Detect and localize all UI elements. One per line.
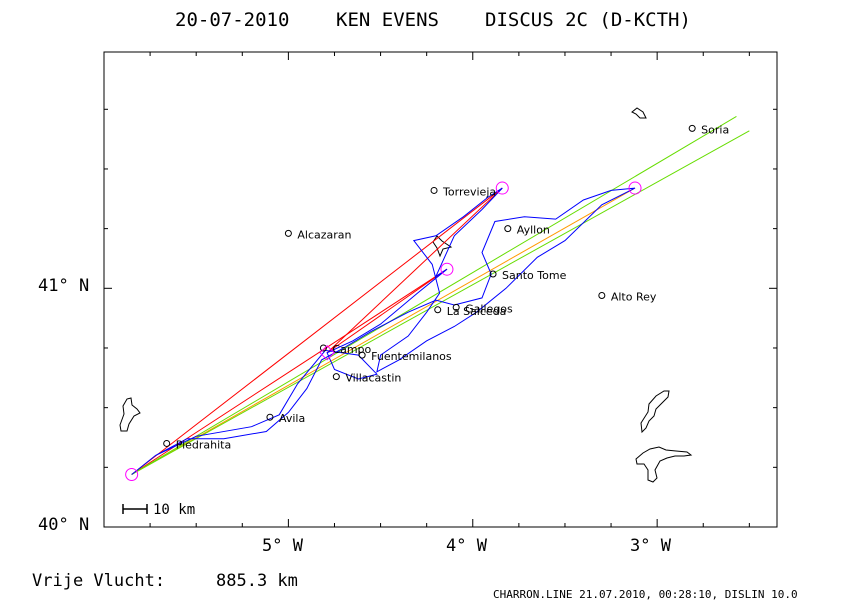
x-tick-label-5w: 5° W	[262, 536, 304, 556]
task-line-green	[131, 130, 750, 475]
town-label: Alcazaran	[297, 228, 351, 241]
x-tick-label-3w: 3° W	[630, 536, 672, 556]
turnpoint-marker	[319, 344, 335, 361]
town-marker	[598, 291, 606, 299]
turnpoint-layer	[125, 181, 642, 481]
task-line-orange	[131, 187, 636, 475]
scale-bar-label: 10 km	[153, 502, 195, 518]
task-line-red	[326, 187, 503, 354]
town-layer: Soria Torrevieja Ayllon Alcazaran Santo Tome…	[163, 123, 729, 451]
task-lines	[131, 116, 750, 475]
town-marker	[452, 303, 460, 311]
task-line-red	[131, 187, 503, 475]
town-label: Torrevieja	[442, 185, 496, 198]
title-glider: DISCUS 2C (D-KCTH)	[485, 9, 691, 31]
axis-ticks	[104, 52, 777, 527]
distance-value: 885.3 km	[216, 571, 298, 591]
flight-track	[131, 187, 636, 475]
footer-credit: CHARRON.LINE 21.07.2010, 00:28:10, DISLI…	[493, 588, 798, 601]
town-marker	[266, 413, 274, 421]
town-label: Ayllon	[517, 224, 550, 237]
town-marker	[489, 270, 497, 278]
x-tick-label-4w: 4° W	[446, 536, 488, 556]
turnpoint-marker	[495, 181, 509, 195]
task-line-red	[326, 268, 448, 354]
town-label: Avila	[279, 412, 305, 425]
town-marker	[504, 225, 512, 233]
town-marker	[430, 186, 438, 194]
town-label: La Salceda	[447, 305, 507, 318]
town-label: Santo Tome	[502, 269, 567, 282]
town-label: Alto Rey	[611, 290, 657, 303]
title-pilot: KEN EVENS	[336, 9, 439, 31]
flight-track-layer	[131, 187, 636, 475]
task-line-green	[131, 116, 737, 475]
town-label: Campo	[332, 343, 371, 356]
plot-frame	[103, 51, 778, 528]
town-marker	[284, 229, 292, 237]
town-marker	[688, 124, 696, 132]
town-marker	[163, 439, 171, 447]
turnpoint-marker	[125, 467, 139, 481]
town-marker	[319, 344, 327, 352]
distance-label: Vrije Vlucht:	[32, 571, 165, 591]
title-date: 20-07-2010	[175, 9, 289, 31]
turnpoint-marker	[440, 262, 454, 276]
scale-bar: 10 km	[122, 502, 195, 518]
town-label: Villacastin	[345, 372, 401, 385]
town-label: Gallegos	[465, 302, 513, 315]
town-label: Fuentemilanos	[371, 350, 452, 363]
reservoir-outline-northeast	[631, 107, 647, 119]
y-tick-label-41n: 41° N	[38, 276, 89, 296]
town-marker	[358, 351, 366, 359]
reservoir-outline-west	[119, 397, 141, 432]
y-tick-label-40n: 40° N	[38, 515, 89, 535]
town-marker	[434, 306, 442, 314]
town-label: Soria	[701, 123, 729, 136]
town-label: Piedrahita	[176, 438, 232, 451]
turnpoint-marker	[628, 181, 642, 195]
town-marker	[332, 373, 340, 381]
reservoir-outline-east	[635, 390, 693, 483]
